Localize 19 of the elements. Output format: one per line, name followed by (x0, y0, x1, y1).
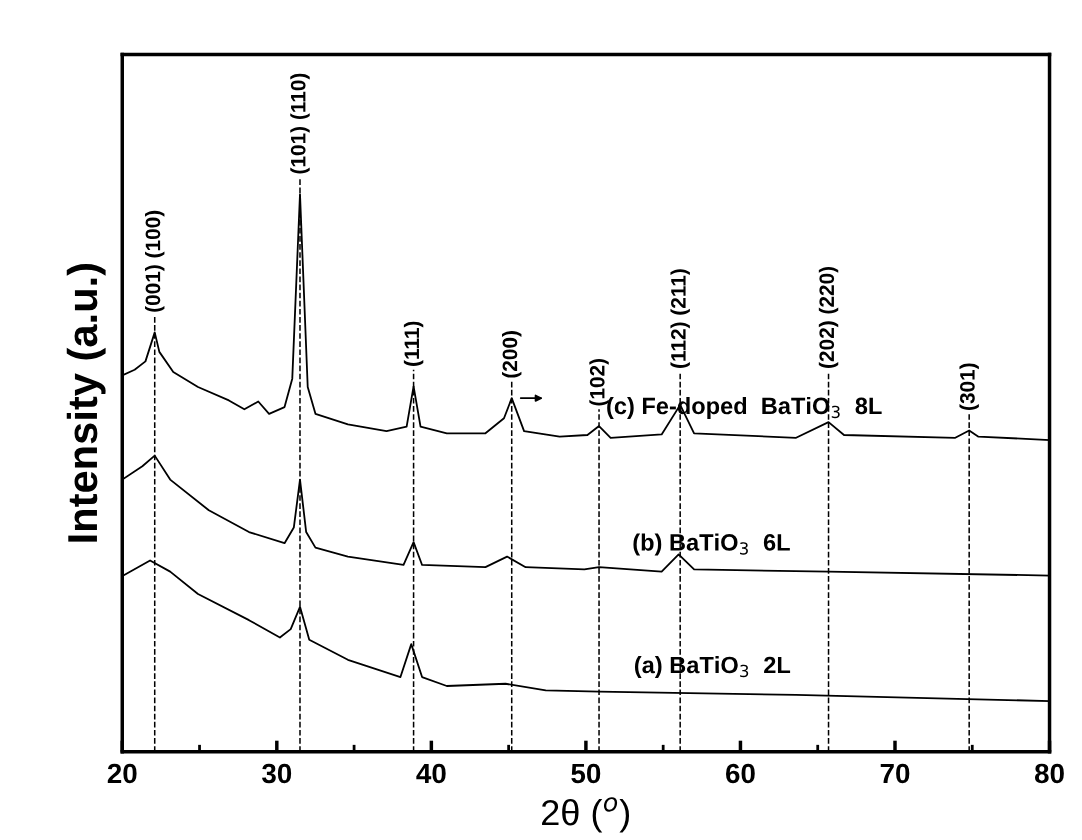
annotation: (001) (100) (145, 210, 165, 312)
y-axis-title: Intensity (a.u.) (66, 264, 106, 542)
series-label: (b) BaTiO$_{3}$ 6L (633, 533, 790, 556)
annotation: (301) (959, 363, 979, 410)
x-tick-label: 40 (416, 763, 446, 784)
annotation: (111) (403, 321, 424, 366)
x-tick-label: 50 (571, 763, 601, 784)
x-tick-label: 70 (880, 763, 910, 784)
annotation: (202) (220) (818, 266, 839, 368)
x-axis-title: 2θ ($^{o}$) (542, 797, 630, 833)
x-tick-label: 60 (726, 763, 755, 784)
annotation: (112) (211) (670, 269, 690, 368)
annotation: (102) (589, 358, 609, 406)
x-tick-label: 30 (262, 763, 292, 784)
annotation: (200) (502, 331, 522, 378)
annotation: (101) (110) (290, 73, 310, 174)
series-label: (a) BaTiO$_{3}$ 2L (634, 656, 791, 679)
x-tick-label: 20 (107, 763, 137, 784)
x-tick-label: 80 (1034, 763, 1064, 784)
